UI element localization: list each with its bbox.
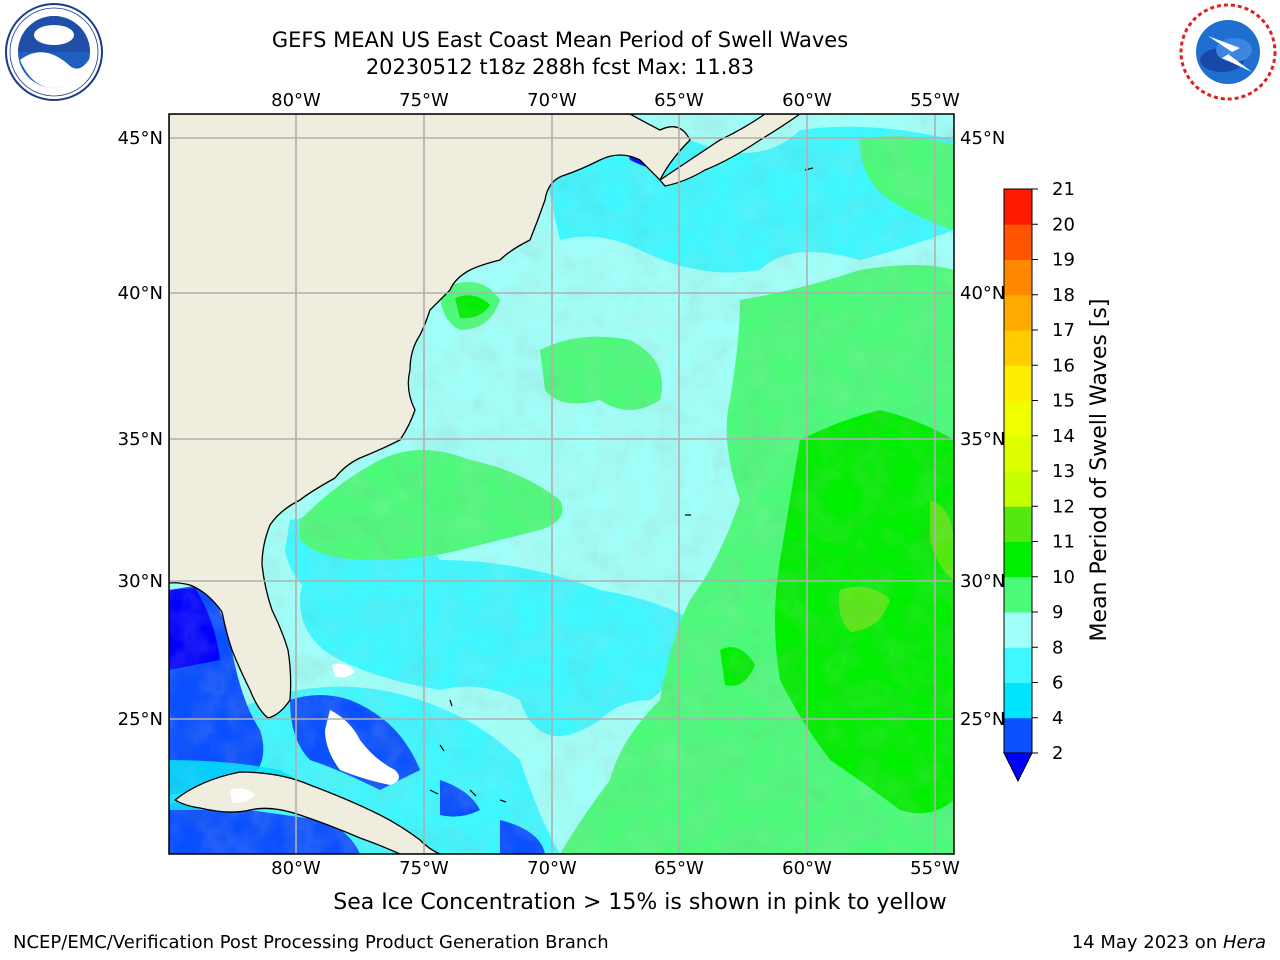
lon-label-top: 70°W — [527, 90, 577, 111]
lon-label-bottom: 55°W — [910, 858, 960, 879]
lat-label-right: 30°N — [960, 571, 1005, 592]
lon-label-top: 60°W — [782, 90, 832, 111]
colorbar-bin — [1004, 330, 1032, 366]
colorbar-bin — [1004, 294, 1032, 331]
colorbar-bin — [1004, 435, 1032, 472]
lat-label-left: 25°N — [118, 709, 163, 730]
land-north-america — [169, 114, 691, 719]
lat-label-left: 45°N — [118, 128, 163, 149]
lat-label-right: 35°N — [960, 429, 1005, 450]
colorbar-tick-label: 9 — [1052, 602, 1063, 623]
land-bahamas — [230, 788, 255, 803]
colorbar-tick-label: 20 — [1052, 214, 1075, 235]
colorbar-bin — [1004, 541, 1032, 578]
land-bahamas — [332, 663, 355, 678]
colorbar-bin — [1004, 400, 1032, 437]
lon-label-top: 80°W — [271, 90, 321, 111]
colorbar-bin — [1004, 717, 1032, 754]
credit-machine: Hera — [1222, 932, 1266, 953]
noaa-logo — [5, 3, 103, 101]
colorbar-bin — [1004, 189, 1032, 225]
lon-label-top: 65°W — [654, 90, 704, 111]
colorbar-bin — [1004, 365, 1032, 401]
map-frame — [168, 113, 955, 855]
colorbar-bin — [1004, 576, 1032, 613]
credit-date-text: 14 May 2023 on — [1071, 932, 1223, 953]
land-bahamas — [325, 710, 399, 785]
colorbar-bin — [1004, 506, 1032, 542]
lat-label-left: 40°N — [118, 283, 163, 304]
lon-label-bottom: 60°W — [782, 858, 832, 879]
sea-ice-note: Sea Ice Concentration > 15% is shown in … — [333, 890, 947, 915]
colorbar-tick-label: 4 — [1052, 708, 1063, 729]
chart-subtitle: 20230512 t18z 288h fcst Max: 11.83 — [365, 55, 755, 79]
colorbar-tick-label: 14 — [1052, 426, 1075, 447]
nws-logo — [1179, 3, 1277, 101]
colorbar-tick-label: 21 — [1052, 179, 1075, 200]
credit-branch: NCEP/EMC/Verification Post Processing Pr… — [13, 932, 609, 953]
lon-label-bottom: 80°W — [271, 858, 321, 879]
colorbar-tick-label: 10 — [1052, 567, 1075, 588]
lon-label-bottom: 70°W — [527, 858, 577, 879]
colorbar-label: Mean Period of Swell Waves [s] — [1087, 299, 1112, 642]
colorbar-bin — [1004, 471, 1032, 507]
colorbar-tick-label: 2 — [1052, 743, 1063, 764]
lat-label-right: 45°N — [960, 128, 1005, 149]
lat-label-right: 25°N — [960, 709, 1005, 730]
lat-label-left: 35°N — [118, 429, 163, 450]
credit-date: 14 May 2023 on Hera — [1072, 932, 1266, 953]
colorbar-bin — [1004, 682, 1032, 719]
lon-label-bottom: 65°W — [654, 858, 704, 879]
colorbar-tick-label: 18 — [1052, 285, 1075, 306]
colorbar-bin — [1004, 259, 1032, 296]
lon-label-top: 75°W — [399, 90, 449, 111]
lon-label-top: 55°W — [910, 90, 960, 111]
lat-label-left: 30°N — [118, 571, 163, 592]
land-nova-scotia — [659, 114, 802, 187]
lat-label-right: 40°N — [960, 283, 1005, 304]
colorbar-tick-label: 17 — [1052, 320, 1075, 341]
colorbar-tick-label: 19 — [1052, 250, 1075, 271]
colorbar-tick-label: 11 — [1052, 532, 1075, 553]
colorbar-tick-label: 6 — [1052, 673, 1063, 694]
colorbar: 2 4 6 8 9 10 11 12 13 14 15 16 17 18 19 20 21 — [1003, 179, 1075, 783]
colorbar-tick-label: 13 — [1052, 461, 1075, 482]
colorbar-bin — [1004, 612, 1032, 648]
colorbar-bin — [1004, 647, 1032, 683]
graticule — [169, 114, 954, 854]
colorbar-tick-label: 15 — [1052, 391, 1075, 412]
colorbar-tick-label: 12 — [1052, 496, 1075, 517]
colorbar-bin — [1004, 224, 1032, 260]
lon-label-bottom: 75°W — [399, 858, 449, 879]
colorbar-tick-label: 16 — [1052, 355, 1075, 376]
chart-title: GEFS MEAN US East Coast Mean Period of S… — [271, 28, 849, 52]
colorbar-under-arrow — [1003, 752, 1033, 783]
colorbar-tick-label: 8 — [1052, 637, 1063, 658]
